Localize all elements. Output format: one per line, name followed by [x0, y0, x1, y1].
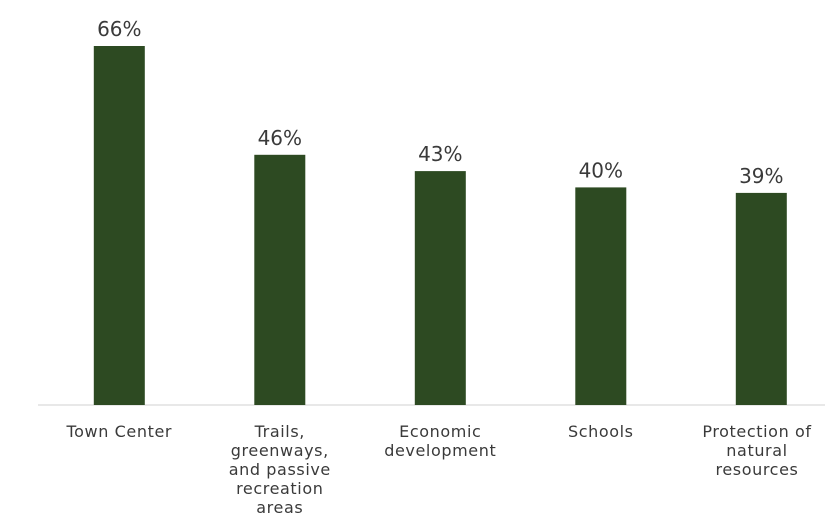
- category-label-line: recreation: [236, 479, 323, 498]
- category-label-line: areas: [256, 498, 303, 517]
- bar-4: [575, 187, 627, 405]
- data-label-4: 40%: [579, 158, 623, 182]
- data-label-1: 66%: [97, 17, 141, 41]
- category-labels-group: Town Center Trails, greenways, and passive r…: [65, 422, 811, 517]
- data-label-3: 43%: [418, 142, 462, 166]
- category-label-line: natural: [726, 441, 787, 460]
- category-label-line: and passive: [229, 460, 331, 479]
- category-label-2: Trails, greenways, and passive recreation ar…: [229, 422, 331, 517]
- category-label-line: development: [384, 441, 496, 460]
- category-label-line: Schools: [568, 422, 634, 441]
- data-label-2: 46%: [258, 126, 302, 150]
- bar-1: [93, 46, 145, 405]
- data-label-5: 39%: [739, 164, 783, 188]
- category-label-line: Protection of: [702, 422, 811, 441]
- category-label-line: Economic: [399, 422, 481, 441]
- category-label-line: Town Center: [65, 422, 172, 441]
- category-label-line: greenways,: [231, 441, 329, 460]
- category-label-4: Schools: [568, 422, 634, 441]
- category-label-line: Trails,: [254, 422, 305, 441]
- category-label-3: Economic development: [384, 422, 496, 460]
- bar-3: [414, 171, 466, 405]
- bar-2: [254, 154, 306, 405]
- category-label-line: resources: [716, 460, 799, 479]
- category-label-5: Protection of natural resources: [702, 422, 811, 479]
- bars-group: [93, 46, 787, 405]
- bar-5: [735, 192, 787, 405]
- data-labels-group: 66% 46% 43% 40% 39%: [97, 17, 783, 188]
- category-label-1: Town Center: [65, 422, 172, 441]
